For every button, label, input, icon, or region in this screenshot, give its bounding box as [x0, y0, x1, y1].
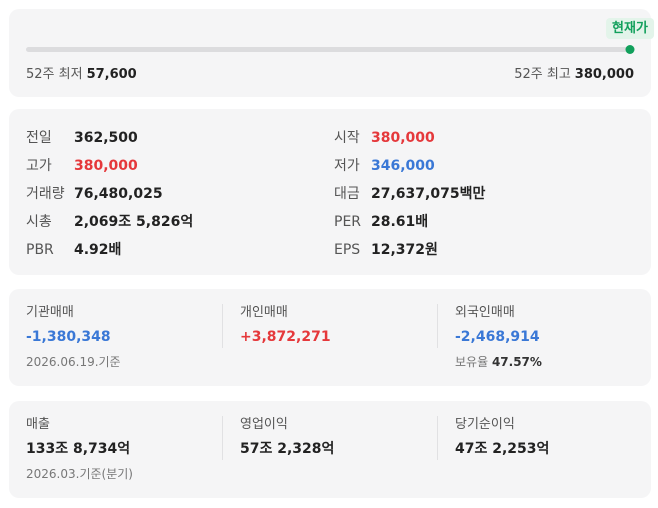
52-week-range-track [26, 45, 635, 54]
institution-trading-label: 기관매매 [26, 305, 74, 320]
stat-label: 시총 [26, 214, 52, 230]
stat-value: 380,000 [74, 158, 138, 174]
stat-per: PER 28.61배 [334, 212, 428, 232]
stat-market-cap: 시총 2,069조 5,826억 [26, 212, 193, 232]
stat-value: 2,069조 5,826억 [74, 214, 194, 230]
trading-date-note: 2026.06.19.기준 [26, 355, 121, 369]
operating-income: 영업이익 57조 2,328억 [240, 416, 334, 486]
stat-label: 거래량 [26, 186, 65, 202]
52-week-range-card: 현재가 52주 최저 57,600 52주 최고 380,000 [9, 9, 654, 97]
revenue: 매출 133조 8,734억 2026.03.기준(분기) [26, 416, 133, 486]
institution-trading-value: -1,380,348 [26, 329, 111, 345]
stat-high: 고가 380,000 [26, 156, 138, 176]
52-week-low-label: 52주 최저 [26, 67, 83, 82]
foreign-trading-label: 외국인매매 [455, 305, 515, 320]
net-income-value: 47조 2,253억 [455, 441, 550, 457]
individual-trading-value: +3,872,271 [240, 329, 331, 345]
net-income-label: 당기순이익 [455, 417, 515, 432]
stat-label: PER [334, 214, 362, 230]
column-divider [437, 304, 438, 348]
individual-trading: 개인매매 +3,872,271 [240, 304, 331, 374]
stat-value: 27,637,075백만 [371, 186, 486, 202]
foreign-holding-label: 보유율 [455, 355, 489, 369]
stat-value: 4.92배 [74, 242, 122, 258]
revenue-label: 매출 [26, 417, 50, 432]
stat-label: 시작 [334, 130, 360, 146]
current-price-marker [625, 45, 635, 54]
stat-value: 12,372원 [371, 242, 438, 258]
operating-income-label: 영업이익 [240, 417, 288, 432]
stat-label: 전일 [26, 130, 52, 146]
operating-income-value: 57조 2,328억 [240, 441, 335, 457]
net-income: 당기순이익 47조 2,253억 [455, 416, 549, 486]
52-week-high-label: 52주 최고 [514, 67, 571, 82]
stat-eps: EPS 12,372원 [334, 240, 438, 260]
stat-low: 저가 346,000 [334, 156, 435, 176]
column-divider [222, 304, 223, 348]
52-week-low: 52주 최저 57,600 [26, 63, 137, 82]
stat-value: 362,500 [74, 130, 138, 146]
current-price-badge: 현재가 [606, 18, 654, 39]
stat-label: 저가 [334, 158, 360, 174]
52-week-low-value: 57,600 [86, 67, 137, 82]
stat-label: 고가 [26, 158, 52, 174]
52-week-high-value: 380,000 [574, 67, 634, 82]
foreign-holding-ratio: 보유율 47.57% [455, 354, 542, 370]
column-divider [222, 416, 223, 460]
stat-value: 28.61배 [371, 214, 429, 230]
stat-trade-value: 대금 27,637,075백만 [334, 184, 485, 204]
financials-date-note: 2026.03.기준(분기) [26, 467, 133, 481]
stat-volume: 거래량 76,480,025 [26, 184, 163, 204]
individual-trading-label: 개인매매 [240, 305, 288, 320]
stat-value: 380,000 [371, 130, 435, 146]
stat-open: 시작 380,000 [334, 128, 435, 148]
foreign-trading-value: -2,468,914 [455, 329, 540, 345]
column-divider [437, 416, 438, 460]
stat-value: 346,000 [371, 158, 435, 174]
foreign-trading: 외국인매매 -2,468,914 보유율 47.57% [455, 304, 542, 374]
stat-pbr: PBR 4.92배 [26, 240, 121, 260]
institution-trading: 기관매매 -1,380,348 2026.06.19.기준 [26, 304, 121, 374]
financials-card: 매출 133조 8,734억 2026.03.기준(분기) 영업이익 57조 2… [9, 401, 651, 498]
stat-prev-close: 전일 362,500 [26, 128, 138, 148]
price-stats-card: 전일 362,500 시작 380,000 고가 380,000 저가 346,… [9, 109, 651, 275]
stat-label: EPS [334, 242, 361, 258]
investor-trading-card: 기관매매 -1,380,348 2026.06.19.기준 개인매매 +3,87… [9, 289, 651, 386]
foreign-holding-value: 47.57% [491, 355, 542, 369]
stat-label: 대금 [334, 186, 360, 202]
revenue-value: 133조 8,734억 [26, 441, 131, 457]
stat-label: PBR [26, 242, 54, 258]
52-week-high: 52주 최고 380,000 [514, 63, 634, 82]
stat-value: 76,480,025 [74, 186, 163, 202]
